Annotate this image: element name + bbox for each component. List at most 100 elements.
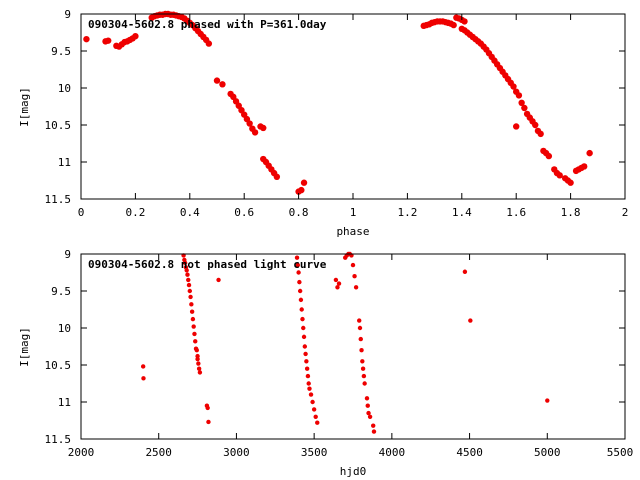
unphased-data-point: [186, 282, 192, 288]
unphased-data-point: [353, 285, 359, 290]
phased-data-point: [581, 163, 588, 170]
unphased-data-point: [311, 407, 317, 412]
unphased-plot-frame: [80, 253, 626, 440]
unphased-data-point: [300, 316, 305, 322]
unphased-data-point: [294, 255, 300, 260]
phased-y-tick-label: 9.5: [51, 45, 71, 58]
unphased-data-point: [367, 414, 373, 419]
phased-axis-ticks: [80, 13, 626, 200]
unphased-data-point: [360, 359, 365, 364]
unphased-data-point: [350, 262, 356, 268]
unphased-x-tick-label: 2000: [68, 446, 95, 459]
unphased-data-point: [185, 272, 190, 277]
phased-data-point: [510, 83, 517, 90]
unphased-data-point: [299, 307, 304, 312]
phased-data-point: [515, 92, 523, 99]
unphased-data-point: [545, 398, 550, 403]
unphased-x-tick-label: 3500: [301, 446, 328, 459]
unphased-chart-title: 090304-5602.8 not phased light curve: [88, 258, 327, 271]
unphased-x-tick-label: 2500: [145, 446, 172, 459]
unphased-data-point: [297, 288, 303, 294]
unphased-data-point: [295, 262, 301, 268]
unphased-data-point: [366, 410, 371, 416]
phased-data-point: [260, 124, 267, 132]
unphased-data-point: [304, 366, 310, 371]
phased-data-point: [298, 186, 305, 194]
unphased-data-point: [197, 370, 203, 375]
unphased-data-point: [360, 366, 366, 371]
unphased-points: [140, 251, 550, 434]
phased-x-tick-label: 0.6: [234, 206, 254, 219]
phased-y-tick-label: 9: [64, 8, 71, 21]
unphased-data-point: [195, 353, 200, 359]
unphased-data-point: [184, 268, 189, 273]
unphased-data-point: [216, 277, 221, 283]
unphased-y-tick-label: 10: [58, 322, 71, 335]
unphased-data-point: [191, 324, 196, 329]
unphased-data-point: [336, 281, 342, 286]
unphased-data-point: [307, 386, 312, 391]
phased-data-point: [556, 172, 563, 179]
phased-x-tick-label: 0: [78, 206, 85, 219]
phased-y-tick-label: 11.5: [45, 193, 72, 206]
phased-data-point: [105, 37, 112, 44]
unphased-data-point: [303, 351, 308, 357]
unphased-data-point: [358, 336, 363, 342]
phased-data-point: [132, 33, 139, 40]
phased-data-point: [586, 149, 593, 157]
unphased-data-point: [361, 373, 367, 379]
unphased-data-point: [190, 316, 196, 322]
unphased-data-point: [182, 260, 188, 266]
unphased-data-point: [333, 277, 339, 283]
unphased-data-point: [196, 361, 201, 366]
unphased-x-tick-label: 5000: [534, 446, 561, 459]
phased-x-axis-label: phase: [336, 225, 369, 238]
unphased-data-point: [187, 288, 192, 294]
phased-data-point: [205, 40, 213, 47]
unphased-data-point: [362, 381, 367, 386]
unphased-data-point: [298, 297, 304, 303]
unphased-data-point: [365, 403, 370, 408]
unphased-y-tick-label: 9: [64, 248, 71, 261]
unphased-data-point: [140, 364, 146, 369]
phased-data-point: [213, 77, 221, 84]
phased-data-point: [532, 121, 539, 129]
unphased-y-tick-label: 11: [58, 396, 71, 409]
unphased-data-point: [189, 309, 195, 314]
unphased-y-axis-label: I[mag]: [18, 327, 31, 367]
phased-data-point: [83, 35, 90, 43]
phased-chart: 0 0.2 0.4 0.6 0.8 1 1.2 1.4 1.6 1.8 2 9 …: [18, 8, 628, 238]
unphased-x-tick-label: 3000: [223, 446, 250, 459]
phased-x-tick-label: 0.8: [289, 206, 309, 219]
unphased-chart: 2000 2500 3000 3500 4000 4500 5000 5500 …: [18, 248, 633, 478]
unphased-data-point: [371, 429, 377, 434]
phased-data-point: [273, 173, 281, 180]
unphased-data-point: [205, 405, 210, 411]
phased-x-tick-label: 2: [622, 206, 629, 219]
unphased-y-tick-label: 10.5: [45, 359, 72, 372]
phased-chart-title: 090304-5602.8 phased with P=361.0day: [88, 18, 327, 31]
phased-plot-frame: [80, 13, 626, 200]
phased-x-tick-label: 1.6: [506, 206, 526, 219]
unphased-data-point: [357, 325, 363, 331]
phased-y-tick-label: 10: [58, 82, 71, 95]
unphased-data-point: [189, 302, 194, 307]
unphased-data-point: [305, 373, 311, 379]
unphased-data-point: [357, 318, 362, 323]
unphased-data-point: [335, 285, 340, 290]
phased-data-point: [513, 123, 520, 130]
unphased-data-point: [296, 270, 301, 275]
phased-x-tick-label: 1.4: [452, 206, 472, 219]
unphased-data-point: [192, 331, 197, 337]
phased-x-tick-label: 1: [350, 206, 357, 219]
phased-data-point: [567, 179, 574, 186]
unphased-data-point: [308, 392, 314, 397]
phased-data-point: [537, 130, 544, 138]
phased-data-point: [251, 129, 259, 136]
phased-data-point: [246, 120, 253, 127]
phased-points: [83, 10, 593, 195]
phased-y-tick-label: 10.5: [45, 119, 72, 132]
unphased-y-tick-label: 11.5: [45, 433, 72, 446]
unphased-data-point: [468, 318, 473, 323]
